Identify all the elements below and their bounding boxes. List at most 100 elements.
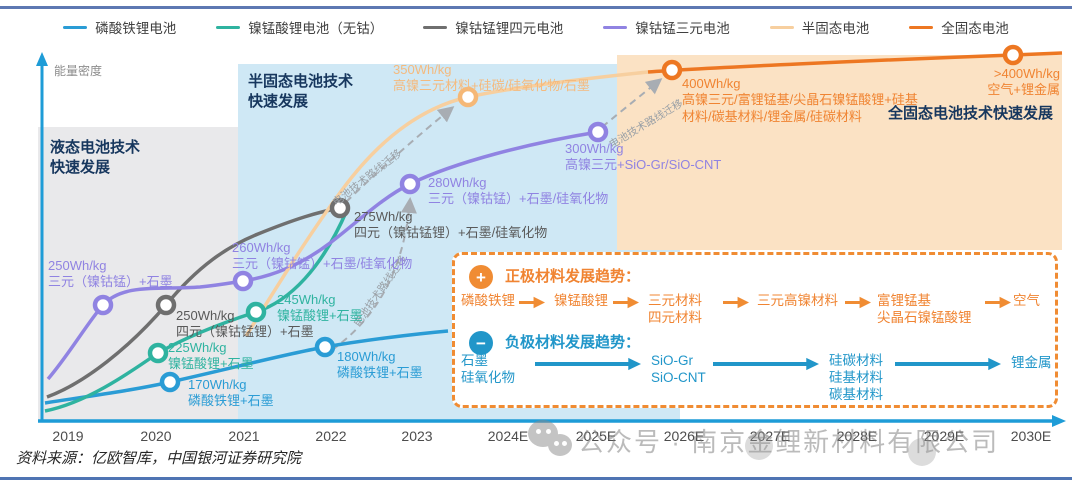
annotation-400plus: >400Wh/kg 空气+锂金属	[940, 66, 1060, 99]
arrow-right-icon	[613, 296, 639, 309]
annotation-275: 275Wh/kg 四元（镍钴锰锂）+石墨/硅氧化物	[354, 209, 547, 242]
legend-label: 全固态电池	[941, 21, 1009, 36]
legend-dash-icon	[769, 25, 794, 29]
x-tick-2022: 2022	[315, 428, 347, 444]
x-tick-2021: 2021	[228, 428, 260, 444]
milestone-value: 180Wh/kg	[337, 349, 396, 364]
legend-item-ncm: 镍钴锰三元电池	[603, 17, 730, 37]
cathode-item-6: 空气	[1013, 293, 1040, 308]
legend-dash-icon	[216, 25, 241, 29]
arrow-right-icon	[895, 357, 1001, 371]
marker-180	[314, 336, 336, 358]
x-tick-2026e: 2026E	[663, 428, 705, 444]
cathode-item-3: 三元材料 四元材料	[648, 293, 702, 325]
milestone-value: 260Wh/kg	[232, 240, 291, 255]
annotation-225: 225Wh/kg 镍锰酸锂+石墨	[168, 340, 254, 373]
marker-225	[147, 342, 169, 364]
lfp-curve	[44, 329, 449, 405]
milestone-materials: 三元（镍钴锰）+石墨/硅氧化物	[428, 191, 609, 207]
x-tick-2023: 2023	[401, 428, 433, 444]
y-axis-label: 能量密度	[54, 64, 103, 78]
marker-280	[399, 173, 421, 195]
cathode-item-5: 富锂锰基 尖晶石镍锰酸锂	[877, 293, 972, 325]
milestone-value: 400Wh/kg	[682, 76, 741, 91]
marker-170	[159, 371, 181, 393]
annotation-170: 170Wh/kg 磷酸铁锂+石墨	[188, 377, 274, 410]
marker-275	[329, 197, 351, 219]
bottom-border-line	[0, 477, 1072, 480]
milestone-value: 300Wh/kg	[565, 141, 624, 156]
legend-item-quad: 镍钴锰锂四元电池	[423, 17, 563, 37]
x-tick-2025e: 2025E	[575, 428, 617, 444]
x-tick-2029e: 2029E	[923, 428, 965, 444]
milestone-value: 350Wh/kg	[393, 62, 452, 77]
annotation-400: 400Wh/kg 高镍三元/富锂锰基/尖晶石镍锰酸锂+硅基材料/碳基材料/锂金属…	[682, 76, 922, 125]
legend-dash-icon	[423, 25, 448, 29]
milestone-value: 275Wh/kg	[354, 209, 413, 224]
marker-250-ncm	[92, 294, 114, 316]
legend-label: 半固态电池	[801, 21, 870, 36]
semisolid-curve	[244, 70, 649, 337]
milestone-materials: 四元（镍钴锰锂）+石墨/硅氧化物	[354, 225, 548, 241]
semisolid-region-label: 半固态电池技术 快速发展	[248, 73, 354, 111]
annotation-245: 245Wh/kg 镍锰酸锂+石墨	[277, 292, 363, 325]
milestone-materials: 高镍三元材料+硅碳/硅氧化物/石墨	[393, 78, 590, 94]
marker-400	[661, 59, 683, 81]
arrow-right-icon	[985, 296, 1011, 309]
milestone-materials: 磷酸铁锂+石墨	[188, 393, 274, 409]
milestone-value: 170Wh/kg	[188, 377, 247, 392]
solidstate-battery-region	[617, 55, 1062, 250]
annotation-250-ncm: 250Wh/kg 三元（镍钴锰）+石墨	[48, 258, 173, 291]
milestone-materials: 磷酸铁锂+石墨	[337, 365, 423, 381]
legend-label: 磷酸铁锂电池	[95, 21, 177, 36]
milestone-value: 280Wh/kg	[428, 175, 487, 190]
milestone-value: 250Wh/kg	[176, 308, 235, 323]
milestone-materials: 镍锰酸锂+石墨	[168, 356, 254, 372]
annotation-350: 350Wh/kg 高镍三元材料+硅碳/硅氧化物/石墨	[393, 62, 590, 95]
arrow-right-icon	[723, 296, 749, 309]
liquid-region-label: 液态电池技术 快速发展	[50, 139, 141, 177]
cathode-item-4: 三元高镍材料	[757, 293, 838, 308]
legend-item-lfp: 磷酸铁锂电池	[63, 17, 176, 37]
arrow-right-icon	[713, 357, 819, 371]
solidstate-region-label: 全固态电池技术快速发展	[888, 105, 1054, 122]
annotation-180: 180Wh/kg 磷酸铁锂+石墨	[337, 349, 423, 382]
cathode-item-2: 镍锰酸锂	[554, 293, 608, 308]
x-tick-2027e: 2027E	[749, 428, 791, 444]
legend-dash-icon	[909, 25, 934, 29]
x-tick-2030e: 2030E	[1010, 428, 1052, 444]
legend-dash-icon	[63, 25, 88, 29]
legend-item-solid: 全固态电池	[909, 17, 1009, 37]
migration-arrow-3	[601, 78, 663, 128]
milestone-value: 225Wh/kg	[168, 340, 227, 355]
marker-260	[232, 270, 254, 292]
annotation-280: 280Wh/kg 三元（镍钴锰）+石墨/硅氧化物	[428, 175, 608, 208]
marker-245	[245, 301, 267, 323]
anode-item-3: 硅碳材料 硅基材料 碳基材料	[829, 353, 883, 402]
annotation-250-quad: 250Wh/kg 四元（镍钴锰锂）+石墨	[176, 308, 314, 341]
anode-item-2: SiO-Gr SiO-CNT	[651, 353, 706, 385]
milestone-materials: 高镍三元+SiO-Gr/SiO-CNT	[565, 157, 722, 173]
milestone-value: 250Wh/kg	[48, 258, 107, 273]
marker-400plus	[1002, 44, 1024, 66]
plus-icon: +	[469, 265, 493, 289]
legend: 磷酸铁锂电池 镍锰酸锂电池（无钴） 镍钴锰锂四元电池 镍钴锰三元电池 半固态电池…	[0, 17, 1072, 37]
x-tick-2024e: 2024E	[487, 428, 529, 444]
marker-350	[457, 86, 479, 108]
milestone-value: 245Wh/kg	[277, 292, 336, 307]
milestone-materials: 三元（镍钴锰）+石墨	[48, 274, 173, 290]
x-tick-2028e: 2028E	[836, 428, 878, 444]
milestone-materials: 三元（镍钴锰）+石墨/硅氧化物	[232, 256, 413, 272]
arrow-right-icon	[535, 357, 641, 371]
legend-label: 镍钴锰锂四元电池	[455, 21, 564, 36]
x-tick-2020: 2020	[140, 428, 172, 444]
milestone-value: >400Wh/kg	[993, 66, 1060, 81]
arrow-right-icon	[845, 296, 871, 309]
legend-item-lnmo: 镍锰酸锂电池（无钴）	[216, 17, 383, 37]
migration-arrow-2	[345, 106, 455, 203]
annotation-260: 260Wh/kg 三元（镍钴锰）+石墨/硅氧化物	[232, 240, 412, 273]
milestone-materials: 镍锰酸锂+石墨	[277, 308, 363, 324]
marker-300	[587, 121, 609, 143]
